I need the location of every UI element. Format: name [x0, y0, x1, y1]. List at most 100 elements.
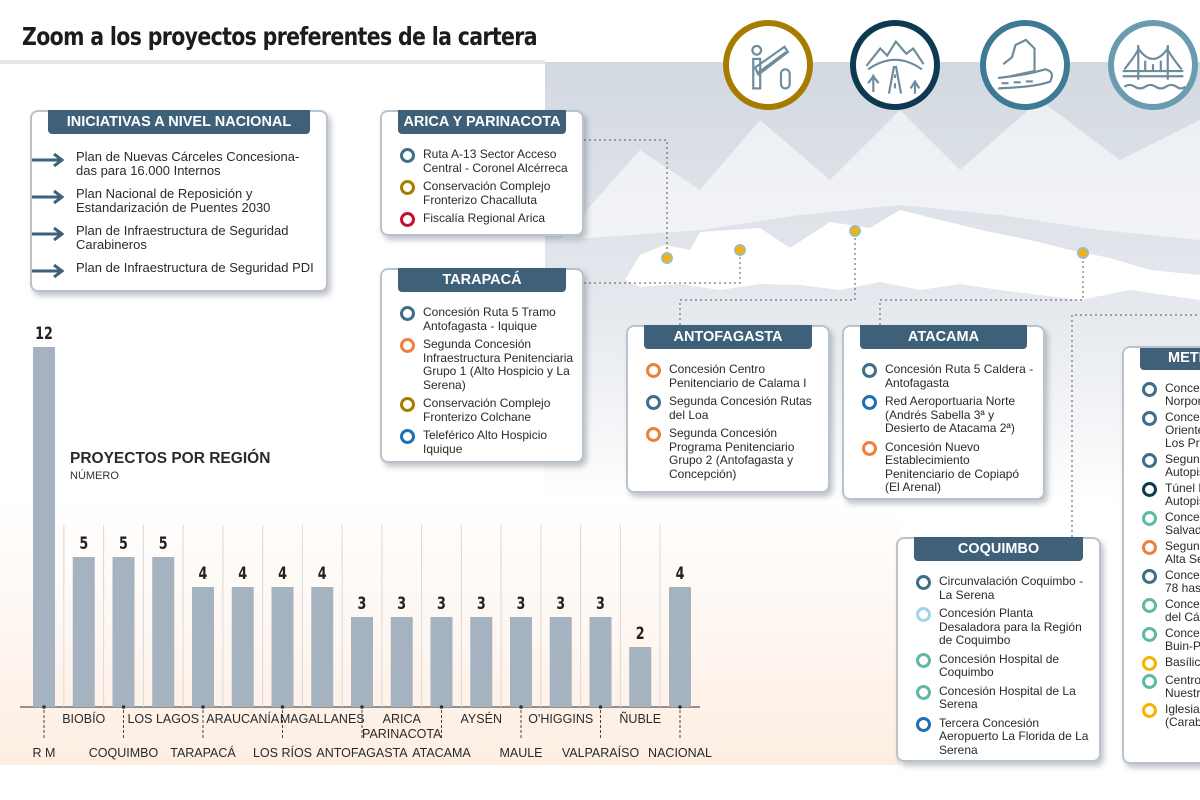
- project-type-ring-icon: [1142, 656, 1157, 671]
- project-name: Ruta A-13 Sector Acceso Central - Corone…: [423, 147, 568, 175]
- project-type-ring-icon: [400, 306, 415, 321]
- data-label: 3: [437, 593, 446, 613]
- data-label: 3: [596, 593, 605, 613]
- data-label: 12: [35, 323, 53, 343]
- project-item: Concesión Planta Desaladora para la Regi…: [916, 606, 1093, 648]
- project-item: Concesión Centro Penitenciario de Calama…: [646, 362, 822, 390]
- project-item: Tercera Concesión Aeropuerto La Florida …: [916, 715, 1093, 758]
- project-type-ring-icon: [1142, 674, 1157, 689]
- region-header: COQUIMBO: [914, 537, 1083, 561]
- chart-title: PROYECTOS POR REGIÓN: [70, 450, 271, 467]
- project-type-ring-icon: [400, 397, 415, 412]
- category-label: LOS RÍOS: [253, 745, 312, 760]
- bar: [430, 617, 453, 707]
- project-name: Centro C Nuestro: [1165, 673, 1200, 700]
- category-label: AYSÉN: [461, 711, 502, 726]
- project-type-ring-icon: [646, 427, 661, 442]
- project-name: Concesión Hospital de La Serena: [939, 683, 1076, 711]
- arrow-right-icon: [32, 264, 65, 278]
- category-label: ÑUBLE: [619, 712, 661, 726]
- bar: [470, 617, 493, 707]
- connector-lines: [584, 139, 1200, 537]
- bar: [72, 557, 95, 707]
- project-item: Túnel Lo Autopist: [1142, 482, 1200, 508]
- tick-dot: [678, 705, 682, 709]
- project-type-ring-icon: [1142, 411, 1157, 426]
- project-type-ring-icon: [916, 684, 931, 700]
- national-initiative-text: Plan de Infraestructura de Seguridad PDI: [76, 260, 314, 275]
- category-label-line: PARINACOTA: [362, 727, 442, 741]
- project-item: Segunda Autopist: [1142, 453, 1200, 479]
- project-type-ring-icon: [1142, 511, 1157, 526]
- project-name: Tercera Concesión Aeropuerto La Florida …: [939, 715, 1089, 757]
- tick-dot: [360, 705, 364, 709]
- cliff-road-icon: [980, 20, 1070, 110]
- project-name: Concesió Salvado: [1165, 510, 1200, 537]
- project-item: Concesión Hospital de La Serena: [916, 683, 1093, 712]
- data-label: 4: [238, 563, 247, 583]
- project-type-ring-icon: [1142, 382, 1157, 397]
- project-list: Concesión Centro Penitenciario de Calama…: [646, 362, 822, 486]
- national-initiative-item: Plan de Nuevas Cárceles Concesiona-das p…: [32, 150, 320, 178]
- project-name: Teleférico Alto Hospicio Iquique: [423, 428, 548, 456]
- tick-dot: [42, 705, 46, 709]
- bar: [231, 587, 254, 707]
- project-item: Concesió 78 hasta: [1142, 569, 1200, 595]
- project-name: Concesión Ruta 5 Tramo Antofagasta - Iqu…: [423, 305, 556, 333]
- bar: [669, 587, 691, 707]
- project-list: Concesión Ruta 5 Tramo Antofagasta - Iqu…: [400, 305, 576, 461]
- project-type-ring-icon: [1142, 540, 1157, 555]
- category-label: O'HIGGINS: [528, 712, 593, 726]
- project-name: Segunda Alta Seg: [1165, 539, 1200, 566]
- project-list: Circunvalación Coquimbo - La Serena Conce…: [916, 574, 1093, 762]
- bar: [549, 617, 572, 707]
- project-name: Concesió Buin-Pa: [1165, 626, 1200, 653]
- bar-chart: 12 R M 5 BIOBÍO 5 COQUIMBO 5 LOS LAGOS 4 TARAPACÁ…: [20, 323, 712, 760]
- project-type-ring-icon: [862, 395, 877, 410]
- region-box-coquimbo: COQUIMBO Circunvalación Coquimbo - La Ser…: [896, 537, 1101, 762]
- project-item: Concesión Hospital de Coquimbo: [916, 652, 1093, 680]
- project-item: Red Aeroportuaria Norte (Andrés Sabella …: [862, 394, 1037, 436]
- data-label: 4: [199, 563, 208, 583]
- project-item: Concesión Ruta 5 Caldera - Antofagasta: [862, 362, 1037, 390]
- tick-dot: [201, 705, 205, 709]
- category-label: NACIONAL: [648, 746, 712, 760]
- project-item: Teleférico Alto Hospicio Iquique: [400, 428, 576, 456]
- project-list: Concesió NorponiConcesió Oriente Los Pre…: [1142, 382, 1200, 732]
- tick-dot: [598, 705, 603, 709]
- project-item: Centro C Nuestro: [1142, 674, 1200, 700]
- project-list: Ruta A-13 Sector Acceso Central - Corone…: [400, 147, 576, 232]
- data-label: 3: [517, 593, 526, 613]
- category-label-line: ARICA: [383, 712, 422, 726]
- mountain-road-icon: [850, 20, 940, 110]
- bar: [271, 587, 294, 707]
- project-type-ring-icon: [916, 716, 931, 732]
- project-type-ring-icon: [916, 575, 931, 590]
- project-list: Concesión Ruta 5 Caldera - Antofagasta Re…: [862, 362, 1037, 500]
- project-type-ring-icon: [400, 180, 415, 195]
- project-type-ring-icon: [1142, 627, 1157, 642]
- project-item: Concesión Nuevo Establecimiento Penitenc…: [862, 440, 1037, 495]
- region-box-metro: METR Concesió NorponiConcesió Oriente Los…: [1122, 346, 1200, 764]
- project-name: Concesió 78 hasta: [1165, 568, 1200, 595]
- tick-dot: [121, 705, 126, 709]
- data-label: 3: [556, 593, 565, 613]
- project-item: Segunda Concesión Programa Penitenciario…: [646, 426, 822, 481]
- project-name: Concesión Centro Penitenciario de Calama…: [669, 362, 807, 390]
- border-crossing-icon: [723, 20, 813, 110]
- region-header: ANTOFAGASTA: [644, 325, 812, 349]
- project-name: Conservación Complejo Fronterizo Colchan…: [423, 396, 551, 424]
- map-silhouette: [625, 210, 1200, 300]
- project-item: Conservación Complejo Fronterizo Chacall…: [400, 179, 576, 207]
- project-item: Iglesia S (Carabin: [1142, 703, 1200, 729]
- project-name: Fiscalía Regional Arica: [423, 211, 546, 225]
- project-item: Concesió del Cánd: [1142, 598, 1200, 624]
- category-label: LOS LAGOS: [127, 712, 199, 726]
- project-item: Circunvalación Coquimbo - La Serena: [916, 574, 1093, 602]
- project-type-ring-icon: [862, 363, 877, 378]
- project-type-ring-icon: [1142, 703, 1157, 718]
- page-title: Zoom a los proyectos preferentes de la c…: [22, 22, 538, 51]
- region-header: TARAPACÁ: [398, 268, 566, 292]
- project-name: Segunda Concesión Rutas del Loa: [669, 394, 812, 422]
- data-label: 4: [676, 563, 685, 583]
